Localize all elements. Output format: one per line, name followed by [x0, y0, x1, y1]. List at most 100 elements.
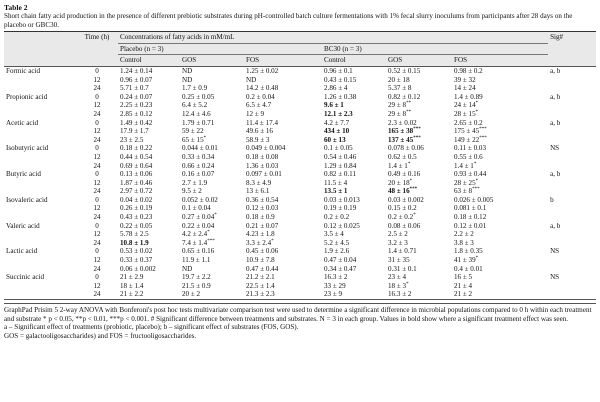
cell-placebo-gos: 0.27 ± 0.04* — [182, 213, 217, 222]
cell-placebo-gos: 0.1 ± 0.04 — [182, 204, 211, 213]
table-row: Isovaleric acid 0 0.04 ± 0.02 0.052 ± 0.02 0… — [4, 196, 596, 205]
cell-bc30-fos: 1.8 ± 0.35 — [454, 247, 483, 256]
cell-placebo-control: 21 ± 2.9 — [120, 273, 144, 282]
header-bc30-gos: GOS — [388, 56, 403, 65]
table-title: Table 2 — [4, 3, 28, 12]
cell-bc30-control: 0.2 ± 0.2 — [324, 213, 350, 222]
cell-bc30-gos: 0.52 ± 0.15 — [388, 66, 421, 75]
cell-bc30-fos: 0.55 ± 0.6 — [454, 152, 483, 161]
cell-placebo-control: 2.97 ± 0.72 — [120, 187, 153, 196]
cell-bc30-gos: 2.3 ± 0.02 — [388, 118, 417, 127]
table-row: 12 2.25 ± 0.23 6.4 ± 5.2 6.5 ± 4.7 9.6 ± 1 29… — [4, 101, 596, 110]
cell-placebo-gos: 1.7 ± 0.9 — [182, 84, 208, 93]
cell-time: 24 — [93, 135, 101, 144]
cell-bc30-gos: 29 ± 8** — [388, 101, 412, 110]
cell-placebo-gos: 6.4 ± 5.2 — [182, 101, 208, 110]
cell-bc30-gos: 23 ± 4 — [388, 273, 407, 282]
cell-time: 12 — [93, 127, 101, 136]
cell-placebo-control: 2.85 ± 0.12 — [120, 109, 153, 118]
cell-bc30-control: 23 ± 9 — [322, 290, 386, 301]
cell-bc30-fos: 149 ± 22*** — [454, 135, 487, 144]
cell-time: 24 — [93, 109, 101, 118]
cell-bc30-control: 16.3 ± 2 — [324, 273, 348, 282]
cell-placebo-fos: 0.36 ± 0.54 — [246, 195, 279, 204]
table-row: 24 0.06 ± 0.002 ND 0.47 ± 0.44 0.34 ± 0.47 0.… — [4, 265, 596, 274]
cell-time: 0 — [95, 118, 99, 127]
cell-bc30-fos: 1.4 ± 0.89 — [454, 92, 483, 101]
cell-placebo-fos: 11.4 ± 17.4 — [246, 118, 279, 127]
cell-bc30-control: 0.03 ± 0.013 — [324, 195, 360, 204]
cell-bc30-fos: 28 ± 15* — [454, 109, 479, 118]
cell-placebo-gos: 2.7 ± 1.9 — [182, 178, 208, 187]
acid-name: Valeric acid — [6, 221, 40, 230]
cell-placebo-fos: 14.2 ± 0.48 — [246, 84, 279, 93]
cell-time: 12 — [93, 204, 101, 213]
cell-placebo-fos: 0.18 ± 0.08 — [246, 152, 279, 161]
table-row: 24 0.69 ± 0.64 0.66 ± 0.24 1.36 ± 0.03 1.29 … — [4, 162, 596, 171]
cell-placebo-gos: 0.33 ± 0.34 — [182, 152, 215, 161]
cell-bc30-control: 9.6 ± 1 — [324, 101, 344, 110]
cell-bc30-control: 33 ± 29 — [324, 281, 346, 290]
cell-bc30-gos: 5.37 ± 8 — [388, 84, 412, 93]
cell-placebo-control: 0.44 ± 0.54 — [120, 152, 153, 161]
cell-bc30-fos: 0.4 ± 0.01 — [454, 264, 483, 273]
cell-placebo-fos: 58.9 ± 3 — [246, 135, 270, 144]
acid-name: Formic acid — [6, 66, 41, 75]
cell-bc30-control: 0.47 ± 0.04 — [324, 256, 357, 265]
cell-bc30-fos: 14 ± 24 — [454, 84, 476, 93]
sig-value: b — [550, 195, 554, 204]
cell-bc30-gos: 31 ± 35 — [388, 256, 410, 265]
sig-value: a, b — [550, 221, 561, 230]
cell-bc30-gos: 2.5 ± 2 — [388, 230, 408, 239]
cell-time: 0 — [95, 170, 99, 179]
table-row: Acetic acid 0 1.49 ± 0.42 1.79 ± 0.71 11.4 ±… — [4, 119, 596, 128]
table-row: 24 21 ± 2.2 20 ± 2 21.3 ± 2.3 23 ± 9 16.3 ± 2… — [4, 290, 597, 301]
acid-name: Butyric acid — [6, 170, 41, 179]
cell-bc30-gos: 0.2 ± 0.2* — [388, 213, 416, 222]
cell-bc30-fos: 24 ± 14* — [454, 101, 479, 110]
cell-time: 0 — [95, 92, 99, 101]
header-blank — [4, 32, 76, 44]
cell-placebo-fos: 13 ± 6.1 — [246, 187, 270, 196]
cell-time: 12 — [93, 75, 101, 84]
cell-time: 24 — [93, 238, 101, 247]
cell-time: 24 — [93, 264, 101, 273]
header-sig: Sig# — [550, 33, 564, 42]
cell-time: 24 — [93, 213, 101, 222]
cell-placebo-control: 10.8 ± 1.9 — [120, 238, 149, 247]
cell-placebo-fos: 0.049 ± 0.004 — [246, 144, 286, 153]
cell-placebo-gos: 0.66 ± 0.24 — [182, 161, 215, 170]
cell-placebo-fos: 1.25 ± 0.02 — [246, 66, 279, 75]
cell-bc30-gos: 16.3 ± 2 — [386, 290, 452, 301]
cell-placebo-control: 0.18 ± 0.22 — [120, 144, 153, 153]
cell-time: 24 — [93, 84, 101, 93]
cell-placebo-gos: 0.65 ± 0.16 — [182, 247, 215, 256]
table-row: 12 0.44 ± 0.54 0.33 ± 0.34 0.18 ± 0.08 0.54 … — [4, 153, 596, 162]
cell-bc30-control: 1.9 ± 2.6 — [324, 247, 350, 256]
header-placebo: Placebo (n = 3) — [118, 43, 322, 56]
cell-bc30-gos: 29 ± 8** — [388, 109, 412, 118]
cell-bc30-gos: 20 ± 18* — [388, 178, 413, 187]
cell-bc30-fos: 28 ± 25* — [454, 178, 479, 187]
cell-placebo-gos: 9.5 ± 2 — [182, 187, 202, 196]
cell-placebo-control: 1.24 ± 0.14 — [120, 66, 153, 75]
cell-placebo-control: 21 ± 2.2 — [118, 290, 180, 301]
cell-placebo-gos: 0.22 ± 0.04 — [182, 221, 215, 230]
cell-placebo-fos: 0.097 ± 0.01 — [246, 170, 282, 179]
cell-placebo-control: 0.43 ± 0.23 — [120, 213, 153, 222]
cell-bc30-control: 2.86 ± 4 — [324, 84, 348, 93]
cell-placebo-gos: 0.25 ± 0.05 — [182, 92, 215, 101]
cell-time: 12 — [93, 256, 101, 265]
acid-name: Succinic acid — [6, 273, 45, 282]
cell-bc30-gos: 0.82 ± 0.12 — [388, 92, 421, 101]
cell-placebo-gos: 11.9 ± 1.1 — [182, 256, 211, 265]
cell-bc30-control: 0.12 ± 0.025 — [324, 221, 360, 230]
cell-bc30-fos: 0.18 ± 0.12 — [454, 213, 487, 222]
cell-placebo-gos: 59 ± 22 — [182, 127, 204, 136]
table-row: 12 17.9 ± 1.7 59 ± 22 49.6 ± 16 434 ± 10 165 … — [4, 127, 596, 136]
cell-bc30-control: 1.29 ± 0.84 — [324, 161, 357, 170]
cell-bc30-control: 434 ± 10 — [324, 127, 350, 136]
cell-bc30-control: 0.43 ± 0.15 — [324, 75, 357, 84]
cell-placebo-fos: 49.6 ± 16 — [246, 127, 273, 136]
table-row: 12 0.33 ± 0.37 11.9 ± 1.1 10.9 ± 7.8 0.47 ± … — [4, 256, 596, 265]
